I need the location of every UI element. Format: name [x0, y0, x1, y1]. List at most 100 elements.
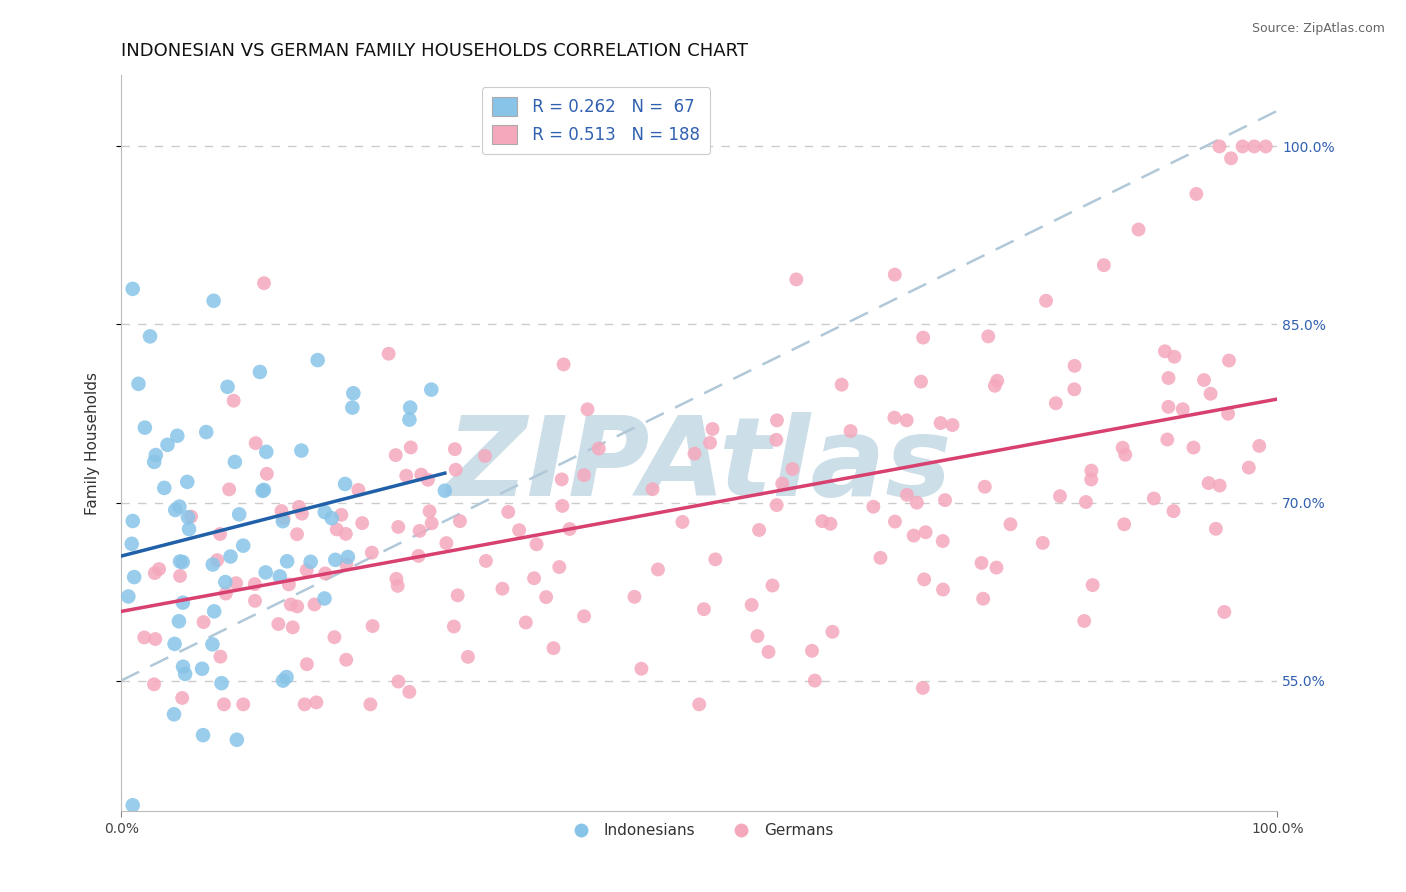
Point: [335, 653, 357, 667]
Point: [702, 422, 724, 436]
Point: [333, 477, 356, 491]
Point: [770, 476, 793, 491]
Point: [1114, 448, 1136, 462]
Point: [228, 508, 250, 522]
Point: [169, 569, 191, 583]
Point: [941, 417, 963, 432]
Point: [1035, 293, 1057, 308]
Point: [1049, 489, 1071, 503]
Point: [766, 413, 789, 427]
Point: [271, 514, 294, 528]
Point: [408, 524, 430, 538]
Point: [176, 475, 198, 489]
Point: [831, 377, 853, 392]
Point: [896, 413, 918, 427]
Point: [387, 579, 409, 593]
Point: [973, 480, 995, 494]
Y-axis label: Family Households: Family Households: [86, 372, 100, 515]
Point: [314, 591, 336, 606]
Point: [267, 617, 290, 632]
Point: [304, 598, 326, 612]
Point: [1208, 478, 1230, 492]
Point: [295, 563, 318, 577]
Point: [191, 662, 214, 676]
Point: [1232, 139, 1254, 153]
Point: [253, 483, 276, 497]
Point: [323, 630, 346, 644]
Point: [588, 442, 610, 456]
Point: [245, 436, 267, 450]
Point: [387, 520, 409, 534]
Point: [359, 698, 381, 712]
Point: [377, 347, 399, 361]
Point: [1182, 441, 1205, 455]
Text: INDONESIAN VS GERMAN FAMILY HOUSEHOLDS CORRELATION CHART: INDONESIAN VS GERMAN FAMILY HOUSEHOLDS C…: [121, 42, 748, 60]
Point: [321, 511, 343, 525]
Text: Source: ZipAtlas.com: Source: ZipAtlas.com: [1251, 22, 1385, 36]
Point: [276, 554, 298, 568]
Point: [342, 386, 364, 401]
Point: [884, 515, 907, 529]
Point: [811, 514, 834, 528]
Point: [225, 576, 247, 591]
Point: [475, 554, 498, 568]
Point: [534, 590, 557, 604]
Point: [398, 412, 420, 426]
Point: [553, 358, 575, 372]
Point: [548, 560, 571, 574]
Point: [1216, 407, 1239, 421]
Point: [820, 516, 842, 531]
Point: [299, 555, 322, 569]
Point: [1208, 139, 1230, 153]
Point: [219, 549, 242, 564]
Point: [447, 588, 470, 602]
Point: [212, 698, 235, 712]
Point: [252, 483, 274, 498]
Point: [1171, 402, 1194, 417]
Point: [765, 433, 787, 447]
Point: [217, 380, 239, 394]
Point: [929, 416, 952, 430]
Point: [986, 560, 1008, 574]
Point: [1220, 151, 1243, 165]
Point: [177, 510, 200, 524]
Point: [748, 523, 770, 537]
Point: [122, 570, 145, 584]
Point: [280, 598, 302, 612]
Point: [558, 522, 581, 536]
Point: [1185, 186, 1208, 201]
Point: [1154, 344, 1177, 359]
Point: [294, 698, 316, 712]
Point: [1080, 473, 1102, 487]
Point: [883, 410, 905, 425]
Point: [143, 455, 166, 469]
Point: [165, 503, 187, 517]
Point: [330, 508, 353, 522]
Point: [1073, 614, 1095, 628]
Point: [195, 425, 218, 439]
Point: [903, 528, 925, 542]
Point: [972, 591, 994, 606]
Point: [765, 498, 787, 512]
Point: [932, 582, 955, 597]
Point: [801, 644, 824, 658]
Point: [408, 549, 430, 563]
Point: [232, 698, 254, 712]
Point: [1000, 517, 1022, 532]
Point: [420, 516, 443, 531]
Point: [883, 268, 905, 282]
Point: [1156, 433, 1178, 447]
Point: [782, 462, 804, 476]
Point: [224, 455, 246, 469]
Point: [630, 662, 652, 676]
Point: [249, 365, 271, 379]
Point: [1063, 359, 1085, 373]
Point: [172, 659, 194, 673]
Point: [387, 674, 409, 689]
Point: [177, 522, 200, 536]
Point: [335, 558, 357, 572]
Point: [215, 586, 238, 600]
Point: [623, 590, 645, 604]
Point: [201, 637, 224, 651]
Point: [172, 555, 194, 569]
